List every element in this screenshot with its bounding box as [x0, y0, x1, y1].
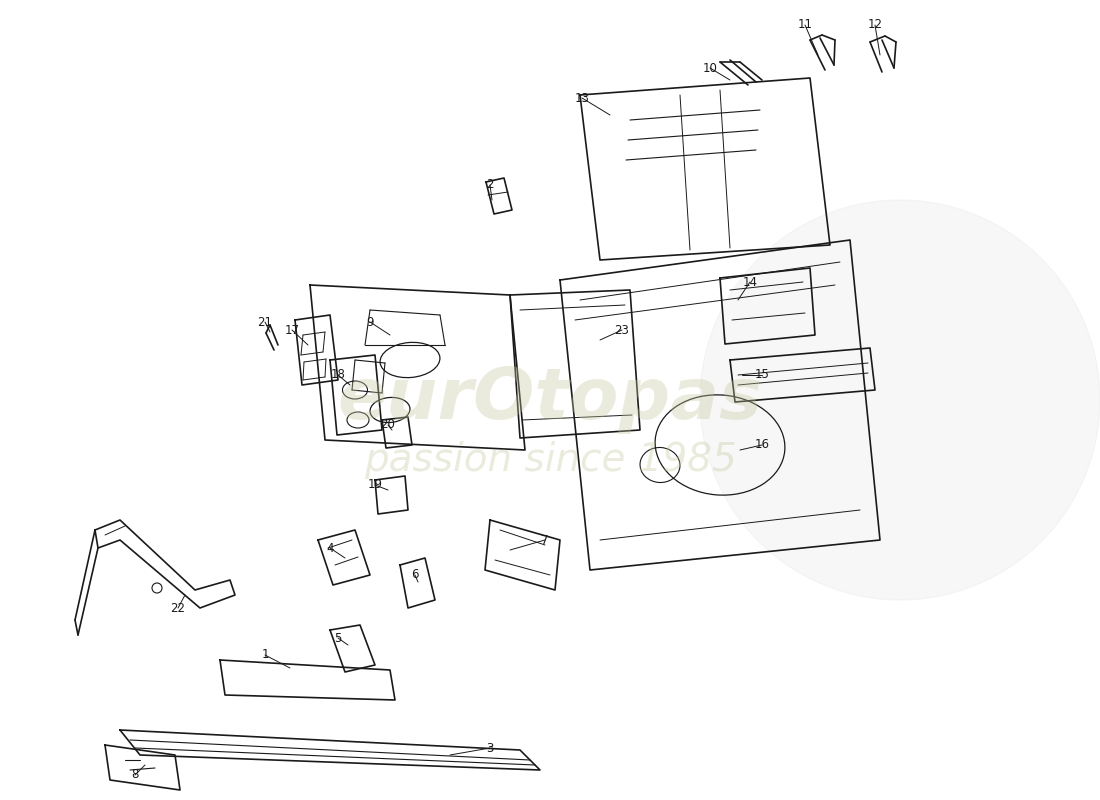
Text: 9: 9	[366, 315, 374, 329]
Text: 5: 5	[334, 631, 342, 645]
Text: 14: 14	[742, 275, 758, 289]
Text: 10: 10	[703, 62, 717, 74]
Text: 18: 18	[331, 369, 345, 382]
Text: 8: 8	[131, 769, 139, 782]
Text: 7: 7	[541, 534, 549, 546]
Text: 3: 3	[486, 742, 494, 754]
Text: 11: 11	[798, 18, 813, 31]
Text: eurOtopas: eurOtopas	[338, 366, 762, 434]
Text: 4: 4	[327, 542, 333, 554]
Text: 17: 17	[285, 323, 299, 337]
Text: 15: 15	[755, 369, 769, 382]
Text: 16: 16	[755, 438, 770, 451]
Text: 21: 21	[257, 315, 273, 329]
Text: passion since 1985: passion since 1985	[364, 441, 736, 479]
Text: 23: 23	[615, 323, 629, 337]
Text: 22: 22	[170, 602, 186, 614]
Text: 2: 2	[486, 178, 494, 191]
Text: 20: 20	[381, 418, 395, 431]
Text: 6: 6	[411, 569, 419, 582]
Circle shape	[700, 200, 1100, 600]
Text: 1: 1	[262, 649, 268, 662]
Text: 13: 13	[574, 91, 590, 105]
Text: 19: 19	[367, 478, 383, 491]
Text: 12: 12	[868, 18, 882, 31]
